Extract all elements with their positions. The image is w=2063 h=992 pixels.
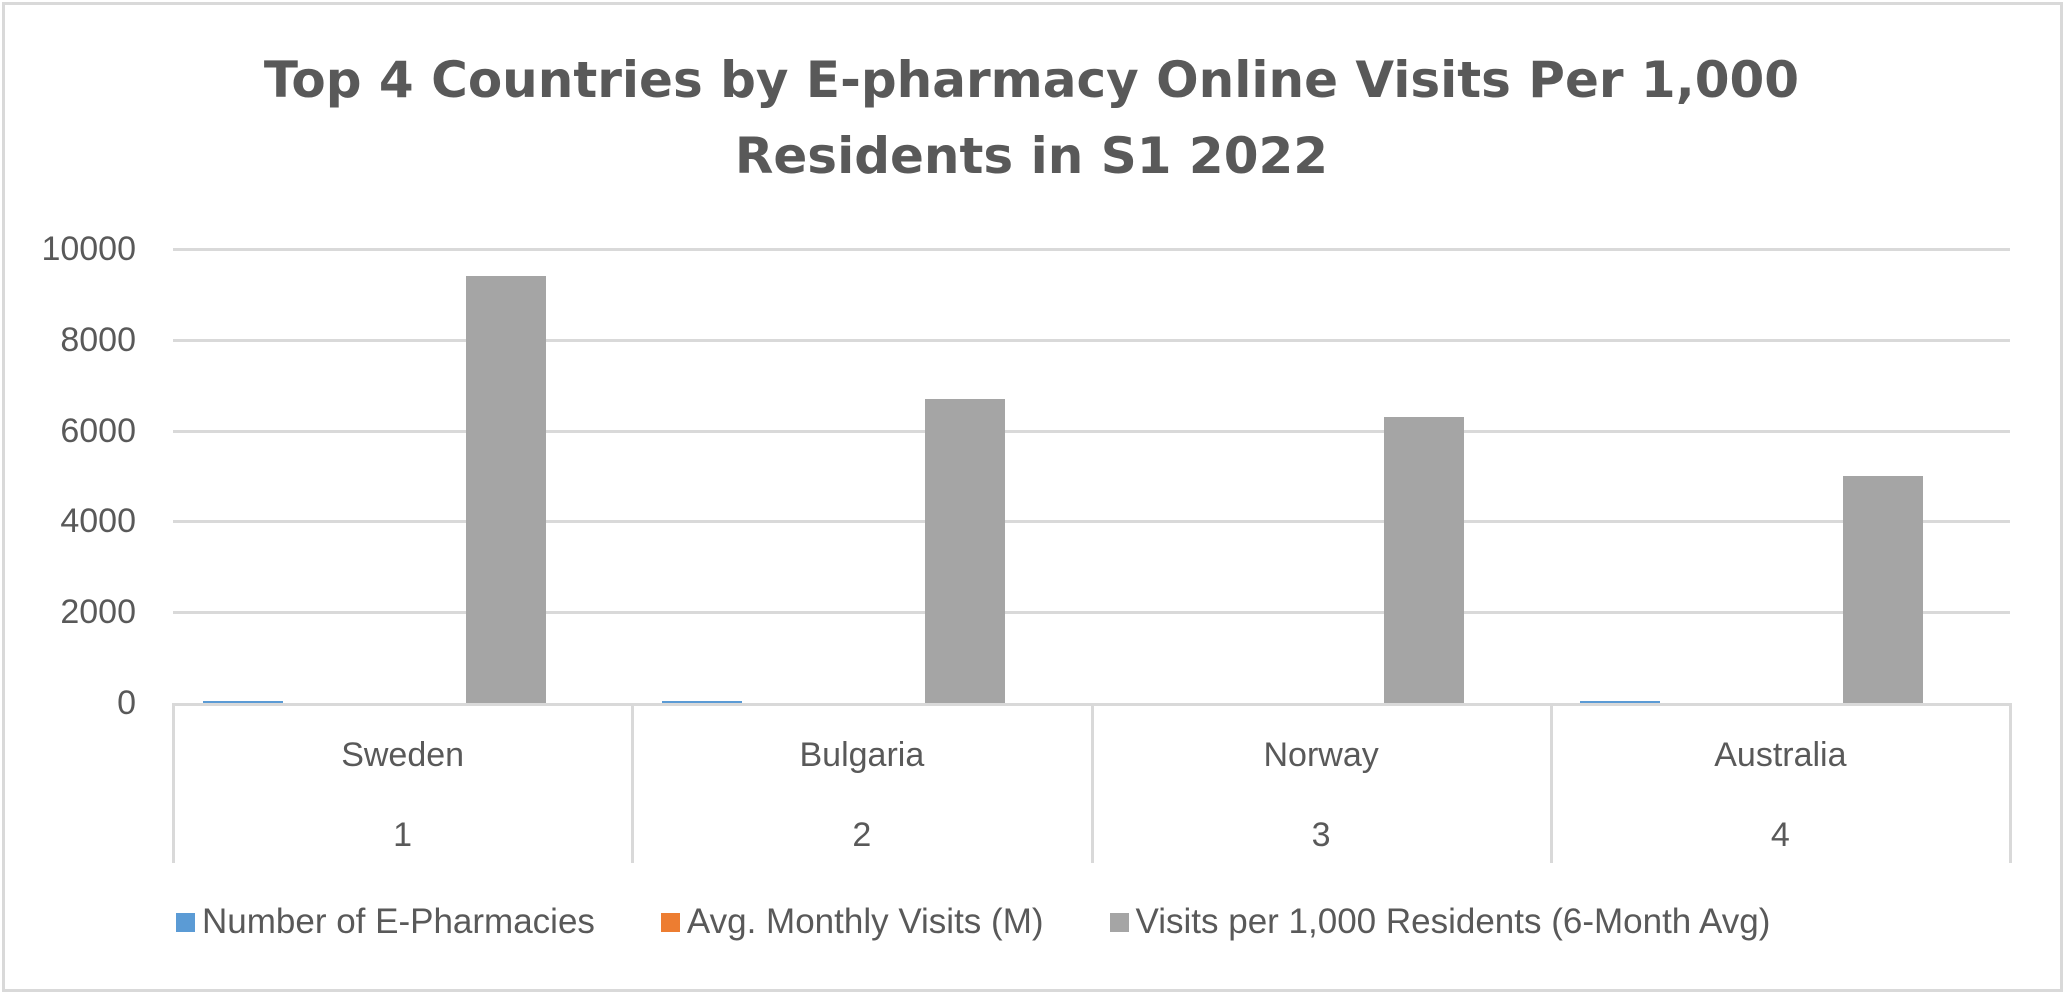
gridline xyxy=(173,429,2010,433)
bar-number-of-e-pharmacies-sweden[interactable] xyxy=(202,701,283,703)
bar-visits-per-1-000-residents-6-month-avg--norway[interactable] xyxy=(1384,416,1465,703)
category-label: Australia xyxy=(1714,736,1847,774)
category-label: Norway xyxy=(1263,736,1379,774)
chart-title-line-2: Residents in S1 2022 xyxy=(734,127,1329,185)
y-tick-label: 0 xyxy=(117,684,136,722)
category-rank-label: 2 xyxy=(852,816,872,854)
gridline xyxy=(173,611,2010,615)
category-label: Sweden xyxy=(341,736,465,774)
legend-item[interactable]: Visits per 1,000 Residents (6-Month Avg) xyxy=(1109,902,1771,942)
category-divider xyxy=(631,703,635,863)
bar-number-of-e-pharmacies-australia[interactable] xyxy=(1580,701,1661,703)
legend-label: Number of E-Pharmacies xyxy=(202,902,595,941)
gridline xyxy=(173,338,2010,342)
legend-label: Visits per 1,000 Residents (6-Month Avg) xyxy=(1135,902,1771,941)
category-divider xyxy=(1549,703,1553,863)
category-divider xyxy=(1090,703,1094,863)
bar-visits-per-1-000-residents-6-month-avg--australia[interactable] xyxy=(1843,476,1924,703)
category-rank-label: 1 xyxy=(393,816,413,854)
legend-item[interactable]: Number of E-Pharmacies xyxy=(176,902,595,942)
y-tick-label: 10000 xyxy=(41,230,136,268)
legend: Number of E-Pharmacies Avg. Monthly Visit… xyxy=(176,898,1836,946)
y-tick-label: 8000 xyxy=(60,320,136,359)
category-rank-label: 3 xyxy=(1311,816,1331,854)
legend-item[interactable]: Avg. Monthly Visits (M) xyxy=(660,902,1044,942)
y-tick-label: 2000 xyxy=(60,593,136,632)
legend-label: Avg. Monthly Visits (M) xyxy=(686,902,1044,941)
gridline xyxy=(173,248,2010,251)
category-divider xyxy=(2009,703,2012,863)
bar-number-of-e-pharmacies-bulgaria[interactable] xyxy=(661,701,742,703)
category-label: Bulgaria xyxy=(799,736,925,774)
legend-swatch-icon xyxy=(660,912,680,932)
chart-title: Top 4 Countries by E-pharmacy Online Vis… xyxy=(0,42,2063,194)
chart-title-line-1: Top 4 Countries by E-pharmacy Online Vis… xyxy=(263,51,1800,109)
y-tick-label: 6000 xyxy=(60,411,136,450)
category-divider xyxy=(172,703,175,863)
category-rank-label: 4 xyxy=(1770,816,1790,854)
legend-swatch-icon xyxy=(176,912,195,932)
bar-visits-per-1-000-residents-6-month-avg--sweden[interactable] xyxy=(465,276,546,703)
y-tick-label: 4000 xyxy=(60,502,136,541)
legend-swatch-icon xyxy=(1109,912,1129,932)
gridline xyxy=(173,520,2010,524)
bar-visits-per-1-000-residents-6-month-avg--bulgaria[interactable] xyxy=(924,398,1005,703)
